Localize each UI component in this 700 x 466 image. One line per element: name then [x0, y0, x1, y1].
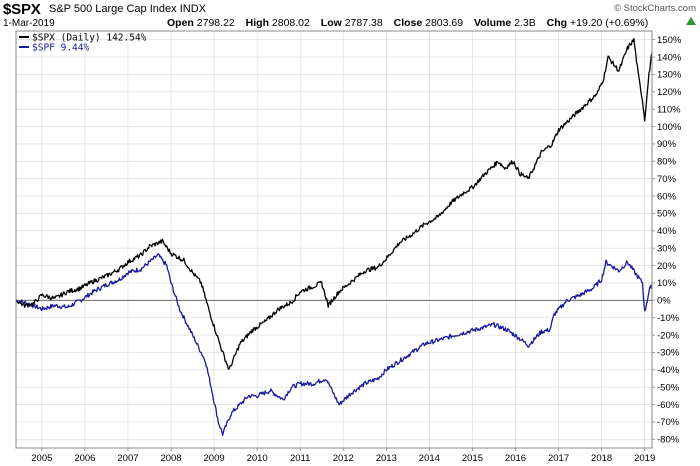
high-label: High: [245, 17, 269, 29]
x-axis: 2005 2006 2007 2008 2009 2010 2011 2012 2013 2014…: [31, 448, 655, 464]
chg-label: Chg: [546, 17, 568, 29]
y-tick-label: -10%: [657, 313, 680, 324]
series-line-spx: [15, 37, 653, 370]
close-label: Close: [393, 17, 423, 29]
x-tick-label: 2015: [462, 453, 483, 464]
symbol-name: S&P 500 Large Cap Index INDX: [49, 3, 206, 15]
volume-value: 2.3B: [514, 17, 536, 29]
symbol-label[interactable]: $SPX: [3, 1, 41, 18]
series-line-spf: [16, 253, 653, 436]
legend-label-spf: $SPF 9.44%: [32, 42, 89, 53]
x-tick-label: 2007: [117, 453, 138, 464]
chg-value: +19.20 (+0.69%): [569, 17, 649, 29]
y-tick-label: 120%: [657, 87, 682, 98]
y-tick-label: 10%: [657, 278, 677, 289]
x-tick-label: 2012: [333, 453, 354, 464]
open-label: Open: [167, 17, 194, 29]
x-tick-label: 2005: [31, 453, 52, 464]
x-tick-label: 2017: [548, 453, 569, 464]
plot-frame: [15, 30, 653, 449]
y-tick-label: -30%: [657, 348, 680, 359]
series-lines: [15, 37, 653, 436]
quote-date: 1-Mar-2019: [3, 18, 55, 29]
y-tick-label: 50%: [657, 209, 677, 220]
volume-label: Volume: [474, 17, 512, 29]
x-tick-label: 2010: [247, 453, 268, 464]
chart-header: $SPX S&P 500 Large Cap Index INDX 1-Mar-…: [0, 0, 700, 30]
low-label: Low: [320, 17, 342, 29]
y-tick-label: 150%: [657, 35, 682, 46]
x-tick-label: 2009: [204, 453, 225, 464]
x-tick-label: 2014: [419, 453, 440, 464]
y-tick-label: -40%: [657, 365, 680, 376]
y-tick-label: -80%: [657, 435, 680, 446]
open-value: 2798.22: [196, 17, 235, 29]
close-value: 2803.69: [425, 17, 464, 29]
y-tick-label: 110%: [657, 104, 681, 115]
index-name: S&P 500 Large Cap Index: [49, 3, 177, 15]
x-tick-label: 2019: [634, 453, 655, 464]
quote-values: Open 2798.22 High 2808.02 Low 2787.38 Cl…: [167, 17, 648, 29]
y-tick-label: -50%: [657, 382, 680, 393]
y-tick-label: 60%: [657, 191, 677, 202]
x-tick-label: 2018: [591, 453, 612, 464]
y-tick-label: 30%: [657, 243, 677, 254]
y-tick-label: 40%: [657, 226, 677, 237]
y-tick-label: 20%: [657, 261, 677, 272]
y-tick-label: 130%: [657, 70, 682, 81]
up-arrow-icon: [686, 17, 696, 25]
x-tick-label: 2008: [160, 453, 181, 464]
y-tick-label: 80%: [657, 157, 677, 168]
legend-label-spx: $SPX (Daily) 142.54%: [32, 32, 147, 43]
y-tick-label: 140%: [657, 52, 682, 63]
stockcharts-watermark: © StockCharts.com: [614, 3, 696, 14]
y-tick-label: -70%: [657, 417, 680, 428]
exchange-code: INDX: [179, 3, 206, 15]
y-tick-label: 0%: [657, 296, 671, 307]
legend: $SPX (Daily) 142.54%$SPF 9.44%: [19, 32, 147, 53]
high-value: 2808.02: [271, 17, 310, 29]
y-tick-label: 90%: [657, 139, 677, 150]
y-tick-label: -20%: [657, 330, 680, 341]
low-value: 2787.38: [344, 17, 383, 29]
y-tick-label: 70%: [657, 174, 677, 185]
x-tick-label: 2013: [376, 453, 397, 464]
x-tick-label: 2016: [505, 453, 526, 464]
x-tick-label: 2011: [290, 453, 310, 464]
x-tick-label: 2006: [74, 453, 95, 464]
y-axis: -80% -70% -60% -50% -40% -30% -20% -10% 0% 10% 20%…: [652, 35, 682, 446]
y-tick-label: -60%: [657, 400, 680, 411]
grid-lines: [16, 31, 652, 448]
y-tick-label: 100%: [657, 122, 682, 133]
